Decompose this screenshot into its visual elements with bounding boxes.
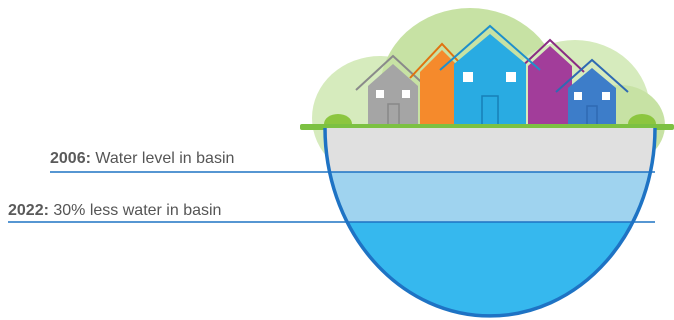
- house-purple: [515, 38, 585, 126]
- label-2022: 2022: 30% less water in basin: [8, 202, 221, 220]
- house-gray: [355, 54, 431, 127]
- label-2006: 2006: Water level in basin: [50, 150, 234, 168]
- label-2022-text: 30% less water in basin: [48, 202, 222, 219]
- label-2006-year: 2006:: [50, 150, 91, 167]
- house-darkblue: [555, 58, 629, 127]
- houses: [355, 24, 629, 127]
- label-2006-text: Water level in basin: [90, 150, 235, 167]
- basin-bowl: [325, 128, 655, 316]
- label-2022-year: 2022:: [8, 202, 49, 219]
- water-2006-band: [325, 172, 655, 222]
- basin-outline: [323, 127, 657, 318]
- water-2022-band: [325, 222, 655, 316]
- dry-band: [325, 128, 655, 172]
